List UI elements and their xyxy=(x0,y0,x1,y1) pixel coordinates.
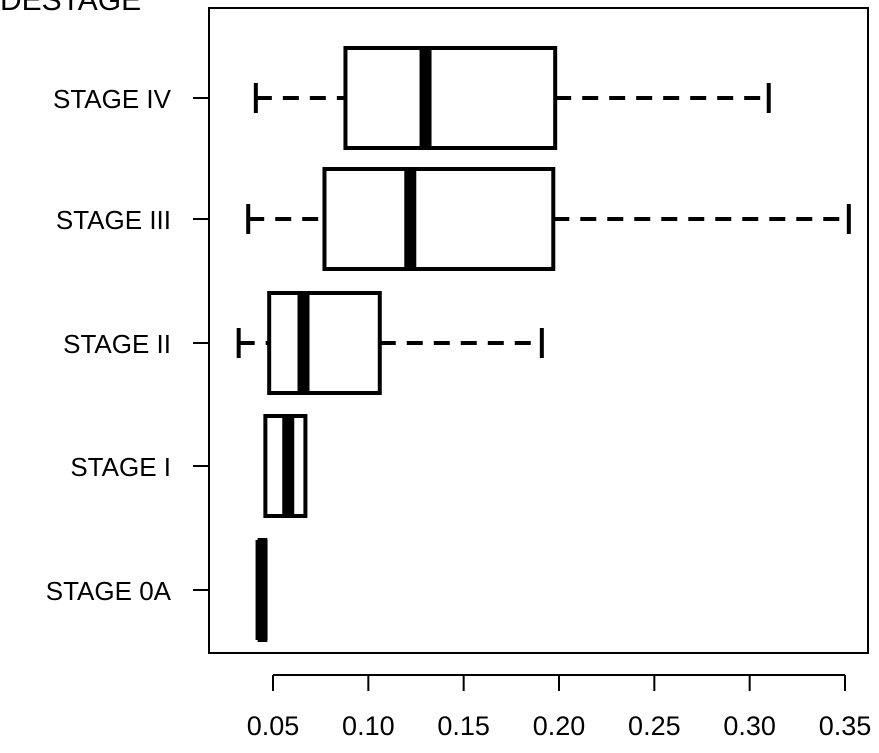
plot-frame xyxy=(208,7,869,654)
x-tick-label: 0.30 xyxy=(723,711,776,741)
x-tick-label: 0.25 xyxy=(628,711,681,741)
x-tick-label: 0.35 xyxy=(819,711,872,741)
box-stage-iii xyxy=(246,167,851,271)
y-tick-label: STAGE 0A xyxy=(46,576,172,606)
y-tick-label: STAGE I xyxy=(70,452,171,482)
boxes-layer xyxy=(236,46,851,642)
x-axis: 0.05 0.10 0.15 0.20 0.25 0.30 0.35 xyxy=(247,674,872,741)
box-iqr xyxy=(322,167,556,271)
y-axis: STAGE IV STAGE III STAGE II STAGE I STAGE 0A xyxy=(46,84,209,606)
x-tick-label: 0.05 xyxy=(247,711,300,741)
y-tick-label: STAGE IV xyxy=(53,84,172,114)
box-stage-0a xyxy=(255,538,268,642)
y-tick-label: STAGE III xyxy=(56,205,171,235)
box-stage-iv xyxy=(253,46,771,150)
chart-heading-fragment: DESTAGE xyxy=(0,0,142,17)
box-stage-ii xyxy=(236,291,544,395)
y-tick-label: STAGE II xyxy=(63,329,171,359)
x-tick-label: 0.20 xyxy=(533,711,586,741)
x-tick-label: 0.15 xyxy=(437,711,490,741)
box-stage-i xyxy=(263,414,308,518)
x-tick-label: 0.10 xyxy=(342,711,395,741)
box-iqr xyxy=(343,46,558,150)
box-iqr xyxy=(267,291,382,395)
